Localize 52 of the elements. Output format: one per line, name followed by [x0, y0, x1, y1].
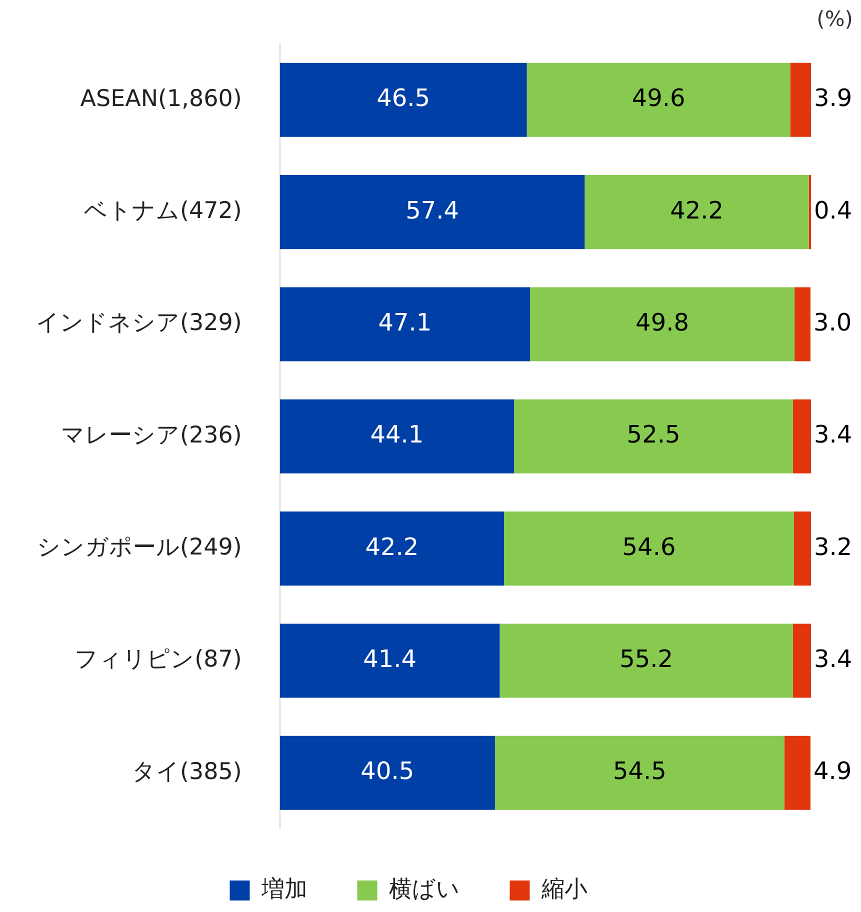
data-label: 47.1 — [378, 308, 432, 336]
bar — [280, 287, 530, 362]
bar — [792, 624, 811, 698]
data-label: 52.5 — [626, 420, 680, 449]
data-label: 44.1 — [370, 420, 424, 449]
data-label: 3.4 — [814, 420, 852, 449]
y-tick-label: フィリピン(87) — [74, 646, 242, 673]
legend-label: 縮小 — [540, 876, 588, 902]
data-label: 46.5 — [376, 84, 430, 112]
y-tick-label: インドネシア(329) — [36, 310, 242, 336]
data-label: 3.0 — [813, 308, 852, 336]
data-label: 0.4 — [814, 196, 852, 224]
data-label: 42.2 — [670, 196, 724, 224]
y-tick-label: ベトナム(472) — [84, 198, 242, 224]
data-label: 54.6 — [622, 532, 676, 561]
data-label: 40.5 — [360, 757, 414, 786]
bar — [790, 62, 811, 137]
bar — [794, 512, 811, 586]
data-label: 55.2 — [620, 644, 674, 673]
data-label: 54.5 — [612, 757, 666, 786]
bar — [784, 736, 810, 810]
y-tick-label: シンガポール(249) — [36, 534, 242, 561]
y-tick-label: マレーシア(236) — [60, 422, 242, 448]
data-label: 3.2 — [814, 532, 852, 561]
data-label: 3.4 — [814, 644, 852, 673]
bar — [280, 399, 514, 474]
data-label: 42.2 — [365, 532, 419, 561]
data-label: 49.6 — [632, 84, 686, 112]
bar — [504, 512, 794, 586]
y-tick-label: タイ(385) — [132, 758, 242, 785]
legend-label: 横ばい — [388, 876, 460, 902]
bar — [494, 736, 784, 810]
data-label: 41.4 — [363, 644, 417, 673]
legend-label: 増加 — [260, 876, 308, 902]
bar — [500, 624, 793, 698]
data-label: 57.4 — [406, 196, 460, 224]
bar — [794, 287, 810, 362]
bar — [526, 62, 790, 137]
bar — [530, 287, 795, 362]
bar — [280, 624, 500, 698]
bar — [280, 62, 527, 137]
data-label: 4.9 — [813, 757, 852, 786]
data-label: 3.9 — [814, 84, 852, 112]
y-tick-label: ASEAN(1,860) — [80, 86, 242, 112]
bar — [584, 175, 809, 250]
text: (%) — [816, 6, 853, 31]
data-label: 49.8 — [636, 308, 689, 336]
bar — [514, 399, 793, 474]
bar — [280, 736, 495, 810]
bar — [792, 399, 811, 474]
bar — [280, 512, 504, 586]
bar — [280, 175, 585, 250]
